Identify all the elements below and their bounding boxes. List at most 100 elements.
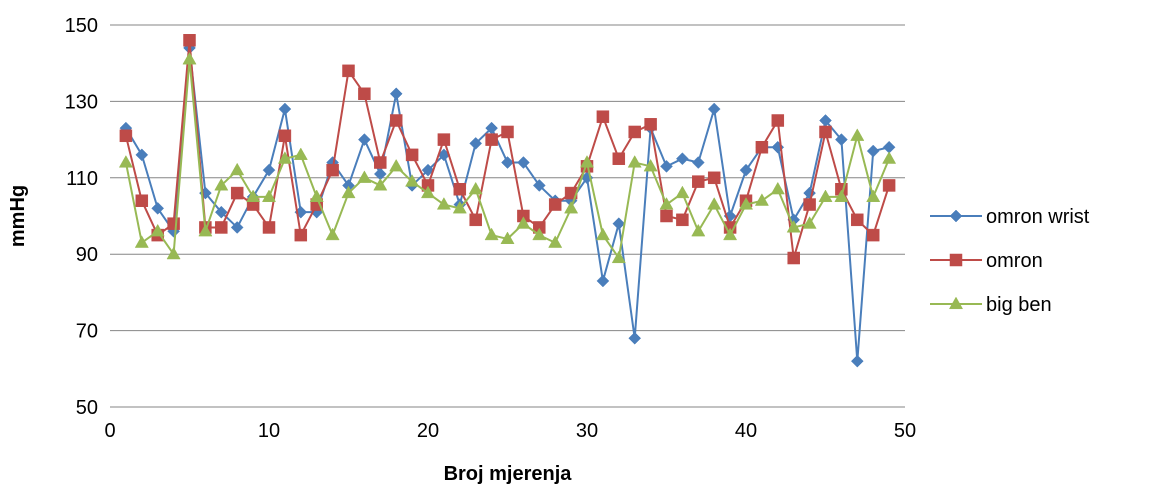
data-point-omron [612, 152, 626, 165]
data-point-omron-wrist [389, 87, 403, 101]
data-point-omron [230, 186, 244, 200]
data-point-big-ben [150, 223, 165, 237]
data-point-big-ben [611, 250, 626, 264]
data-point-omron-wrist [262, 163, 276, 177]
data-point-big-ben [182, 51, 197, 65]
y-tick-label: 110 [66, 168, 98, 190]
y-tick-labels: 50 70 90 110 130 150 [65, 15, 98, 419]
y-tick-label: 70 [76, 321, 98, 343]
data-point-omron [453, 183, 467, 196]
data-point-omron [628, 125, 641, 139]
x-tick-label: 40 [735, 420, 757, 442]
y-tick-label: 50 [76, 397, 98, 419]
series-group [118, 34, 897, 368]
data-point-big-ben [420, 185, 436, 199]
data-point-omron-wrist [469, 137, 483, 150]
data-point-big-ben [786, 220, 801, 233]
data-point-omron-wrist [230, 221, 244, 234]
legend-label: omron wrist [986, 206, 1090, 228]
data-point-omron-wrist [835, 133, 848, 146]
y-tick-label: 150 [65, 15, 98, 37]
data-point-omron [358, 87, 371, 101]
data-point-big-ben [293, 147, 308, 160]
data-point-big-ben [754, 193, 769, 206]
data-point-big-ben [118, 155, 133, 168]
data-point-big-ben [373, 178, 388, 191]
data-point-omron [342, 64, 355, 78]
data-point-omron-wrist [135, 148, 149, 162]
data-point-omron-wrist [421, 163, 435, 177]
y-tick-label: 130 [65, 91, 98, 113]
legend-item-omron: omron [930, 250, 1043, 272]
x-axis-title: Broj mjerenja [444, 463, 573, 485]
x-tick-label: 20 [417, 420, 439, 442]
data-point-omron-wrist [278, 102, 292, 116]
data-point-omron [803, 198, 816, 211]
data-point-big-ben [468, 181, 483, 195]
y-tick-label: 90 [76, 244, 98, 266]
x-tick-label: 50 [894, 420, 916, 442]
data-point-omron [485, 133, 498, 146]
data-point-omron-wrist [850, 354, 864, 368]
data-point-omron [692, 175, 705, 188]
data-point-big-ben [484, 227, 499, 241]
legend-label: big ben [986, 294, 1052, 316]
data-point-big-ben [230, 162, 245, 176]
data-point-omron [135, 194, 149, 207]
data-point-big-ben [548, 235, 563, 248]
data-point-big-ben [691, 223, 706, 237]
data-point-omron [326, 163, 339, 177]
data-point-omron [501, 125, 514, 139]
data-point-omron [644, 118, 657, 131]
data-point-big-ben [659, 197, 674, 210]
data-point-omron [548, 198, 562, 211]
data-point-big-ben [357, 170, 372, 183]
x-tick-label: 0 [104, 420, 115, 442]
data-point-big-ben [627, 155, 642, 168]
data-point-big-ben [452, 200, 467, 214]
legend-item-big-ben: big ben [930, 294, 1052, 316]
data-point-omron [183, 34, 196, 47]
x-tick-label: 10 [258, 420, 280, 442]
data-point-big-ben [707, 197, 722, 210]
data-point-big-ben [564, 200, 579, 214]
data-point-omron [819, 125, 832, 139]
data-point-big-ben [738, 197, 754, 210]
data-point-omron-wrist [628, 331, 642, 345]
data-point-big-ben [405, 174, 420, 187]
data-point-big-ben [134, 235, 149, 248]
data-point-omron-wrist [866, 144, 880, 158]
data-point-big-ben [261, 189, 277, 202]
data-point-big-ben [166, 246, 181, 260]
data-point-omron [389, 114, 403, 127]
data-point-omron [469, 213, 482, 227]
data-point-omron [787, 251, 800, 265]
data-point-omron-wrist [501, 156, 514, 169]
data-point-omron-wrist [596, 274, 610, 288]
data-point-omron [405, 148, 419, 162]
data-point-omron-wrist [612, 217, 626, 230]
data-point-omron [215, 221, 228, 234]
data-point-big-ben [325, 227, 340, 241]
data-point-big-ben [834, 189, 849, 202]
x-tick-label: 30 [576, 420, 598, 442]
data-point-omron [707, 171, 721, 185]
legend-marker [948, 296, 964, 310]
data-point-omron-wrist [532, 179, 546, 192]
series-omron-wrist [119, 41, 896, 368]
data-point-big-ben [770, 181, 785, 195]
data-point-omron [676, 213, 689, 227]
data-point-big-ben [277, 151, 292, 164]
data-point-omron [167, 217, 180, 230]
legend-marker [949, 209, 963, 223]
data-point-omron-wrist [358, 133, 371, 146]
data-point-omron-wrist [151, 202, 165, 215]
data-point-big-ben [341, 185, 356, 199]
data-point-omron-wrist [739, 163, 753, 177]
data-point-omron-wrist [676, 152, 689, 166]
data-point-omron [262, 221, 276, 234]
data-point-omron [660, 209, 673, 223]
data-point-omron-wrist [660, 159, 673, 173]
data-point-big-ben [246, 189, 261, 202]
